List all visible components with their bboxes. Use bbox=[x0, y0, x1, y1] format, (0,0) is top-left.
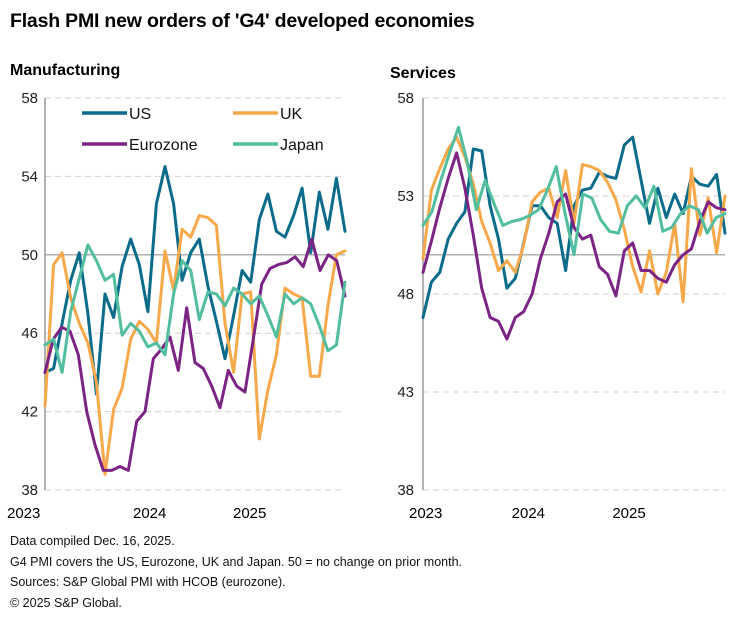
x-tick-label: 2023 bbox=[409, 505, 442, 522]
legend-label-eurozone: Eurozone bbox=[129, 137, 198, 154]
chart-title: Flash PMI new orders of 'G4' developed e… bbox=[10, 10, 475, 32]
manufacturing-chart: 38 42 46 50 54 58 2023 2024 2025 US UK Eurozone Japa… bbox=[7, 90, 347, 522]
footnote-coverage: G4 PMI covers the US, Eurozone, UK and J… bbox=[10, 554, 462, 569]
x-tick-label: 2024 bbox=[512, 505, 545, 522]
series-line-us bbox=[421, 135, 727, 319]
x-tick-label: 2025 bbox=[233, 505, 266, 522]
series-line-uk bbox=[43, 214, 347, 476]
series-line-eurozone bbox=[421, 151, 727, 341]
services-subtitle: Services bbox=[390, 65, 456, 82]
x-tick-label: 2025 bbox=[612, 505, 645, 522]
manufacturing-subtitle: Manufacturing bbox=[10, 62, 121, 79]
y-tick-label: 54 bbox=[21, 168, 38, 185]
y-tick-label: 48 bbox=[397, 286, 414, 303]
series-line-eurozone bbox=[43, 237, 347, 472]
x-tick-label: 2024 bbox=[133, 505, 166, 522]
y-tick-label: 42 bbox=[21, 404, 38, 421]
legend-label-us: US bbox=[129, 106, 151, 123]
footnote-copyright: © 2025 S&P Global. bbox=[10, 595, 122, 610]
x-tick-label: 2023 bbox=[7, 505, 40, 522]
series-line-japan bbox=[421, 125, 727, 257]
y-tick-label: 50 bbox=[21, 247, 38, 264]
footnotes: Data compiled Dec. 16, 2025. G4 PMI cove… bbox=[10, 531, 462, 613]
y-tick-label: 43 bbox=[397, 384, 414, 401]
series-line-japan bbox=[43, 243, 347, 374]
services-chart: 38 43 48 53 58 2023 2024 2025 bbox=[397, 90, 727, 522]
legend-label-uk: UK bbox=[280, 106, 303, 123]
y-tick-label: 38 bbox=[21, 482, 38, 499]
footnote-compiled: Data compiled Dec. 16, 2025. bbox=[10, 534, 175, 548]
y-tick-label: 38 bbox=[397, 482, 414, 499]
y-tick-label: 58 bbox=[397, 90, 414, 107]
y-tick-label: 58 bbox=[21, 90, 38, 107]
footnote-sources: Sources: S&P Global PMI with HCOB (euroz… bbox=[10, 575, 286, 589]
y-tick-label: 46 bbox=[21, 325, 38, 342]
y-tick-label: 53 bbox=[397, 188, 414, 205]
legend-label-japan: Japan bbox=[280, 137, 324, 154]
